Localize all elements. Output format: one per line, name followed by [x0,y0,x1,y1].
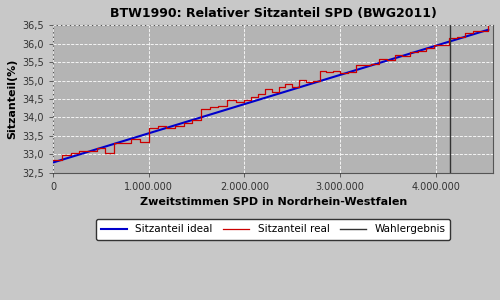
Y-axis label: Sitzanteil(%): Sitzanteil(%) [7,59,17,139]
Sitzanteil ideal [309,82,315,85]
Sitzanteil real [310,79,316,83]
Legend: Sitzanteil ideal, Sitzanteil real, Wahlergebnis: Sitzanteil ideal, Sitzanteil real, Wahle… [96,219,451,240]
Line: Sitzanteil real: Sitzanteil real [54,26,488,161]
Sitzanteil real [486,25,492,28]
Sitzanteil real [50,159,56,162]
Sitzanteil ideal [50,160,56,164]
Sitzanteil real [164,124,170,128]
Sitzanteil ideal [260,97,266,101]
Line: Sitzanteil ideal: Sitzanteil ideal [54,30,488,162]
Sitzanteil real [269,87,275,91]
Sitzanteil ideal [257,98,263,101]
Sitzanteil real [233,98,239,102]
Sitzanteil ideal [475,31,481,35]
Sitzanteil real [172,124,178,128]
Sitzanteil real [470,30,476,33]
Sitzanteil ideal [486,28,492,31]
X-axis label: Zweitstimmen SPD in Nordrhein-Westfalen: Zweitstimmen SPD in Nordrhein-Westfalen [140,197,407,207]
Sitzanteil ideal [286,89,292,92]
Sitzanteil ideal [407,52,413,56]
Title: BTW1990: Relativer Sitzanteil SPD (BWG2011): BTW1990: Relativer Sitzanteil SPD (BWG20… [110,7,436,20]
